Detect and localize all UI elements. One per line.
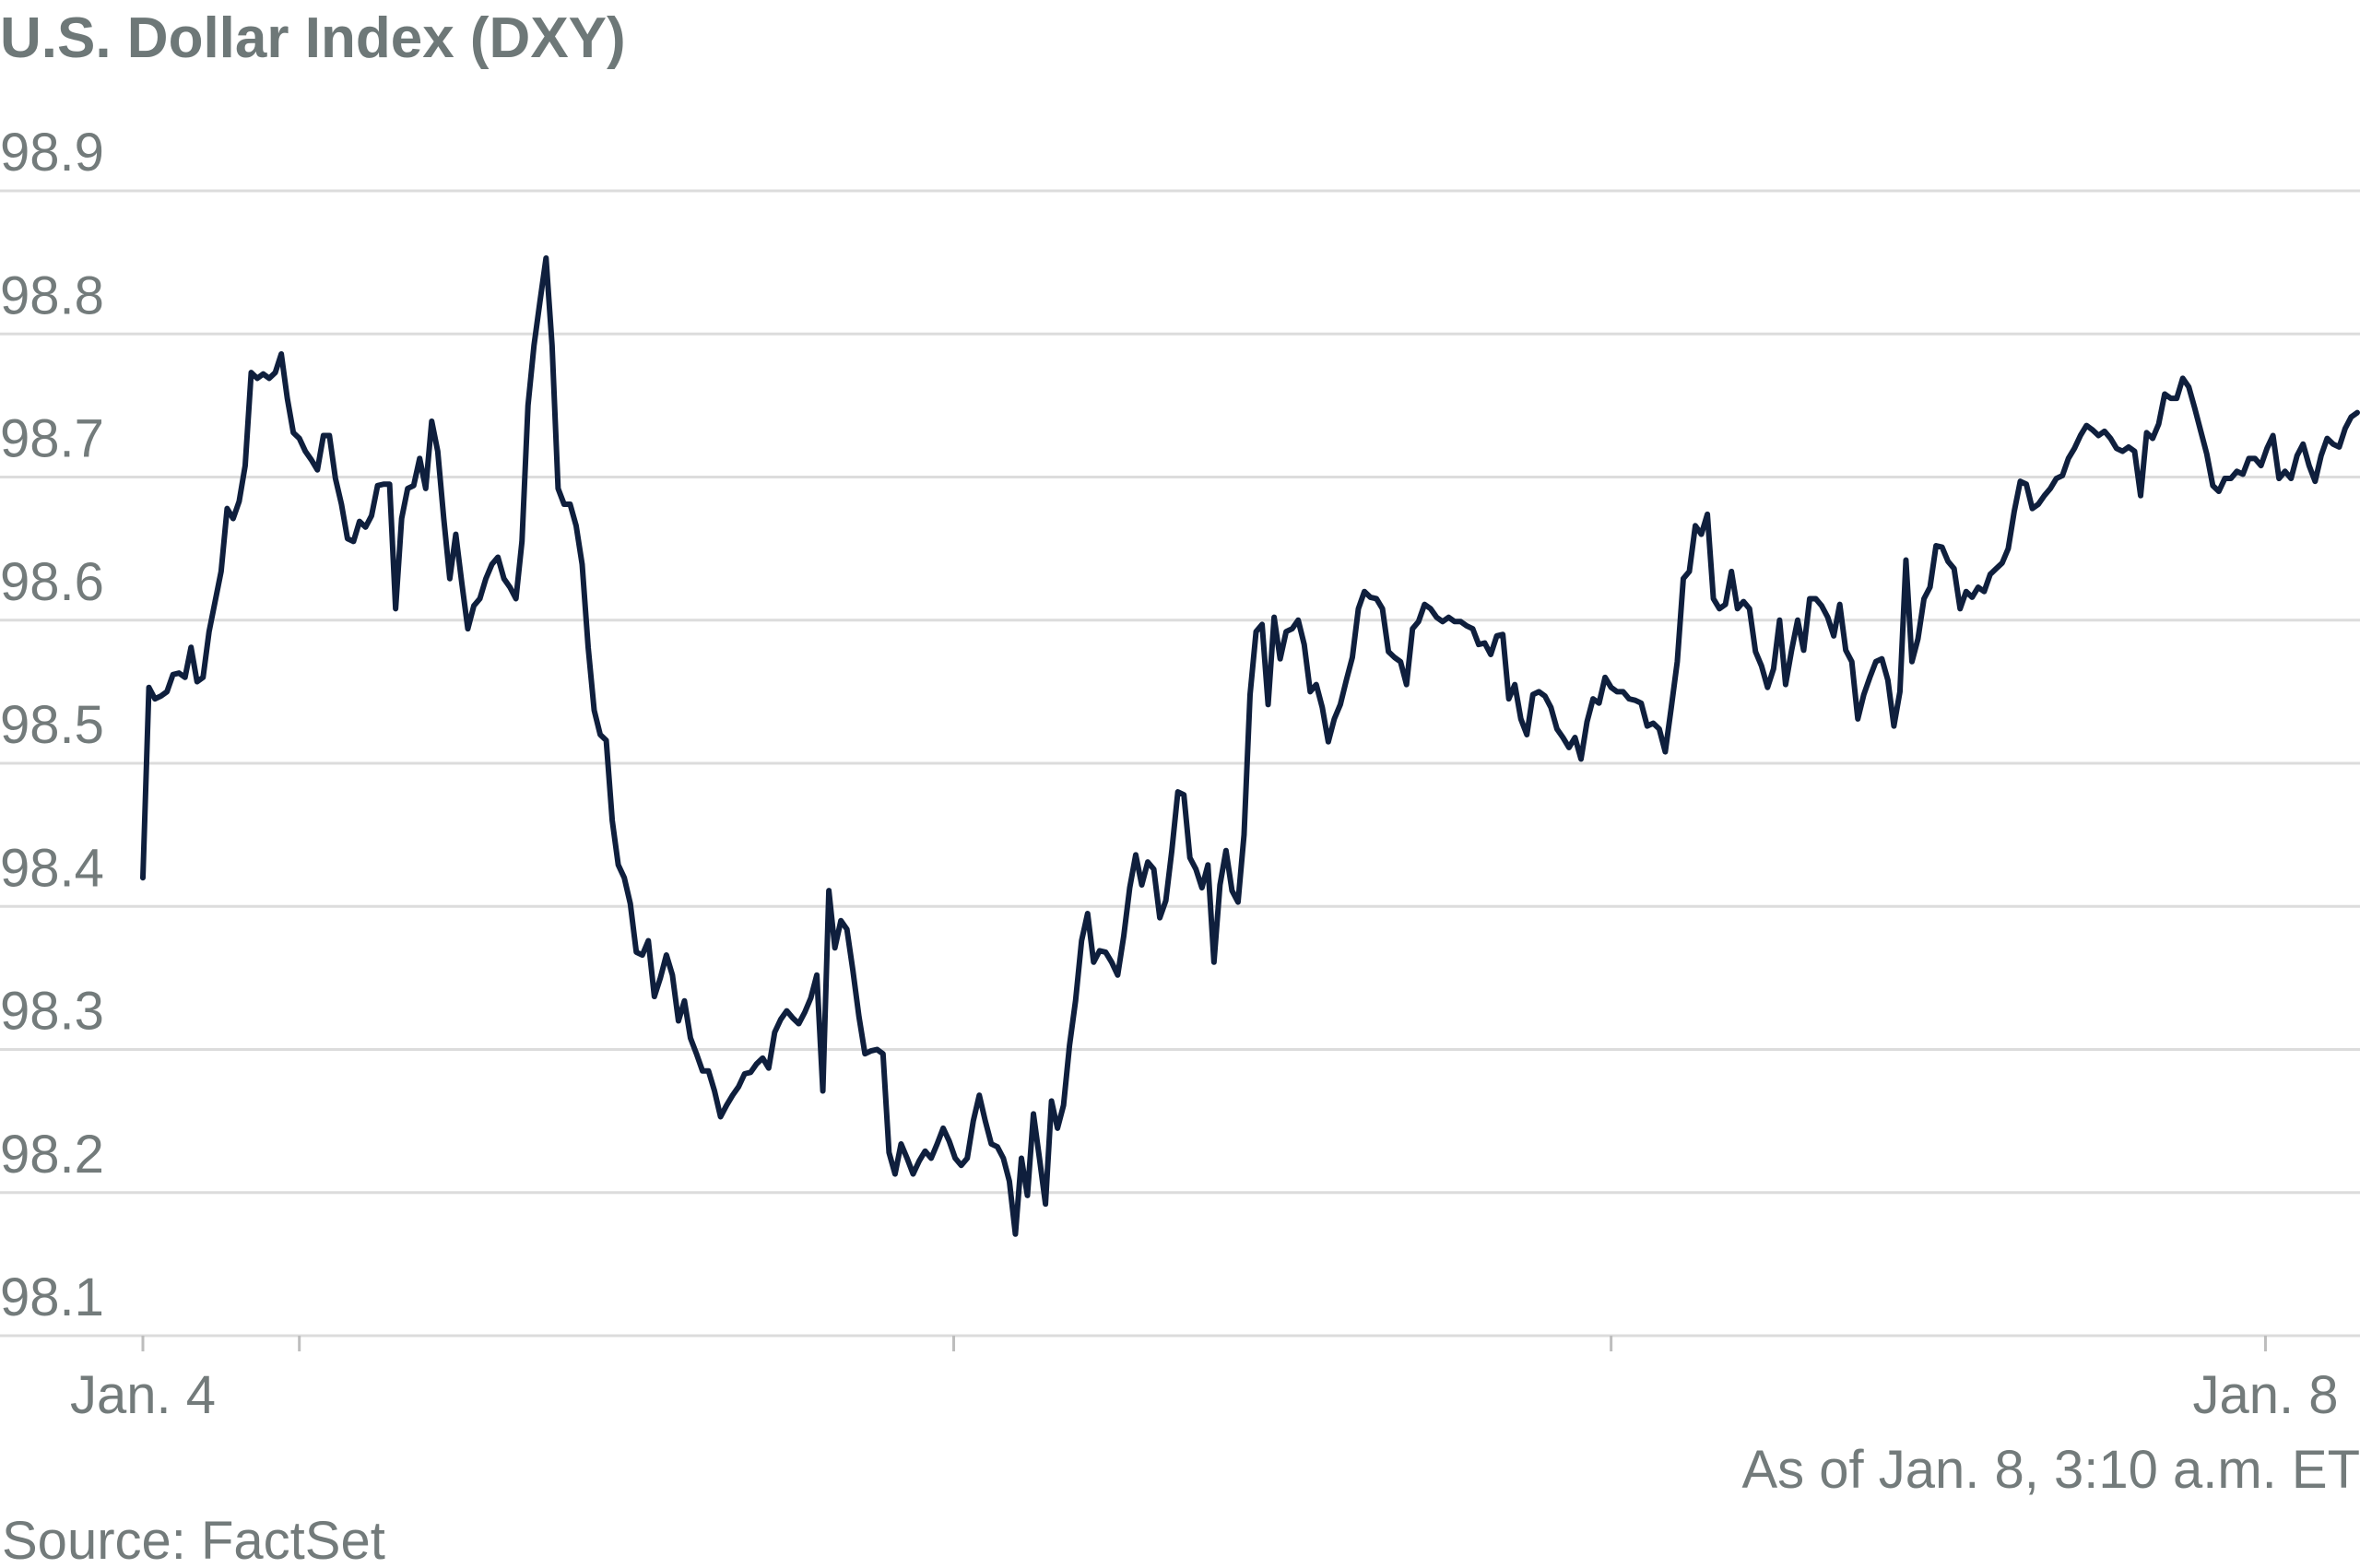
y-tick-label: 98.9 — [0, 123, 104, 183]
y-tick-label: 98.3 — [0, 982, 104, 1042]
y-tick-label: 98.6 — [0, 552, 104, 612]
y-tick-label: 98.8 — [0, 265, 104, 325]
x-tick-label: Jan. 8 — [2192, 1365, 2338, 1425]
y-tick-label: 98.1 — [0, 1267, 104, 1327]
x-tick-label: Jan. 4 — [70, 1365, 216, 1425]
source: Source: FactSet — [2, 1511, 385, 1568]
y-tick-label: 98.5 — [0, 695, 104, 755]
y-tick-label: 98.2 — [0, 1125, 104, 1185]
y-tick-label: 98.7 — [0, 409, 104, 469]
line — [140, 254, 2360, 1237]
y-tick-label: 98.4 — [0, 838, 104, 898]
chart-title: U.S. Dollar Index (DXY) — [0, 6, 626, 70]
annotation: As of Jan. 8, 3:10 a.m. ET — [1741, 1440, 2360, 1500]
